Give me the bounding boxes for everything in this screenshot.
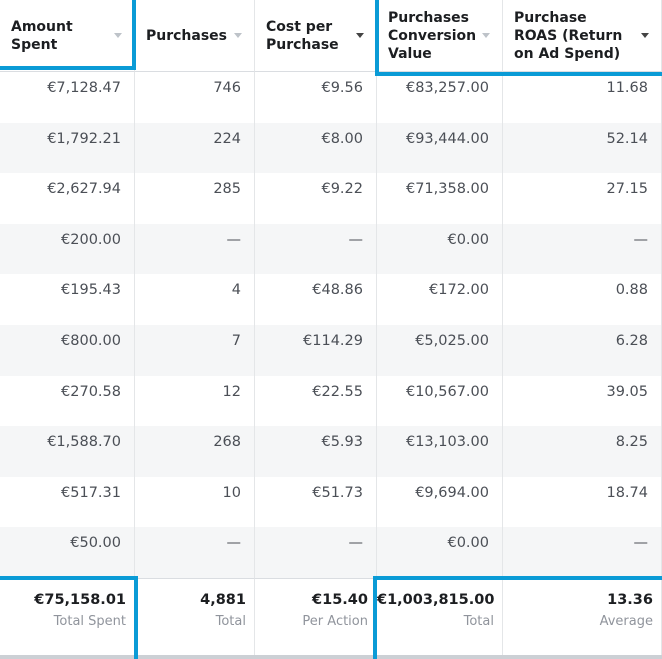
sort-caret bbox=[234, 33, 242, 38]
row-bg bbox=[0, 325, 662, 376]
row-bg bbox=[0, 122, 662, 174]
cell-value: €8.00 bbox=[255, 122, 377, 174]
header-line: Purchase bbox=[514, 9, 587, 26]
cell-value: 4 bbox=[135, 274, 255, 325]
cell-value: — bbox=[135, 527, 255, 578]
header-line: Value bbox=[388, 45, 432, 62]
cell-value: 746 bbox=[135, 72, 255, 123]
cell-value: €517.31 bbox=[0, 476, 135, 528]
cell-value: €13,103.00 bbox=[377, 426, 503, 477]
footer-label: Total bbox=[463, 614, 494, 629]
column-header[interactable]: Cost per Purchase bbox=[255, 0, 377, 72]
cell-value: €9.22 bbox=[255, 173, 377, 224]
row-bg bbox=[0, 274, 662, 325]
sort-caret bbox=[114, 33, 122, 38]
sort-caret bbox=[356, 33, 364, 38]
header-line: Purchase bbox=[266, 36, 339, 53]
row-bg bbox=[0, 72, 662, 123]
cell-value: €22.55 bbox=[255, 375, 377, 427]
footer-cell: €15.40 Per Action bbox=[255, 578, 377, 655]
sort-caret bbox=[641, 33, 649, 38]
footer-label: Total bbox=[215, 614, 246, 629]
cell-value: €0.00 bbox=[377, 527, 503, 578]
cell-value: 10 bbox=[135, 476, 255, 528]
cell-value: €5,025.00 bbox=[377, 325, 503, 376]
cell-value: 268 bbox=[135, 426, 255, 477]
header-line: ROAS (Return bbox=[514, 27, 623, 44]
cell-value: 7 bbox=[135, 325, 255, 376]
cell-value: — bbox=[135, 223, 255, 275]
cell-value: €10,567.00 bbox=[377, 375, 503, 427]
footer-label: Average bbox=[599, 614, 653, 629]
header-line: on Ad Spend) bbox=[514, 45, 621, 62]
column-header[interactable]: Purchases bbox=[135, 0, 255, 72]
header-line: Purchases bbox=[388, 9, 470, 26]
cell-value: €200.00 bbox=[0, 223, 135, 275]
cell-value: €800.00 bbox=[0, 325, 135, 376]
footer-value: 13.36 bbox=[607, 592, 653, 608]
cell-value: 12 bbox=[135, 375, 255, 427]
footer-value: €75,158.01 bbox=[34, 592, 126, 608]
footer-cell: €1,003,815.00 Total bbox=[377, 578, 503, 655]
row-bg bbox=[0, 476, 662, 528]
column-header[interactable]: Purchases Conversion Value bbox=[377, 0, 503, 72]
cell-value: €71,358.00 bbox=[377, 173, 503, 224]
cell-value: €114.29 bbox=[255, 325, 377, 376]
cell-value: €1,588.70 bbox=[0, 426, 135, 477]
scrollbar bbox=[0, 655, 662, 659]
cell-value: €93,444.00 bbox=[377, 122, 503, 174]
cell-value: — bbox=[503, 527, 662, 578]
cell-value: 52.14 bbox=[503, 122, 662, 174]
sort-caret bbox=[482, 33, 490, 38]
header-line: Cost per bbox=[266, 18, 333, 35]
cell-value: 285 bbox=[135, 173, 255, 224]
cell-value: €48.86 bbox=[255, 274, 377, 325]
footer-cell: 13.36 Average bbox=[503, 578, 662, 655]
cell-value: €50.00 bbox=[0, 527, 135, 578]
column-header[interactable]: Amount Spent bbox=[0, 0, 135, 72]
row-bg bbox=[0, 173, 662, 224]
header-line: Spent bbox=[11, 36, 58, 53]
cell-value: €51.73 bbox=[255, 476, 377, 528]
cell-value: — bbox=[255, 527, 377, 578]
cell-value: 27.15 bbox=[503, 173, 662, 224]
cell-value: — bbox=[503, 223, 662, 275]
footer-label: Per Action bbox=[302, 614, 368, 629]
footer-label: Total Spent bbox=[53, 614, 126, 629]
cell-value: — bbox=[255, 223, 377, 275]
cell-value: €195.43 bbox=[0, 274, 135, 325]
cell-value: 18.74 bbox=[503, 476, 662, 528]
cell-value: 224 bbox=[135, 122, 255, 174]
row-bg bbox=[0, 375, 662, 427]
footer-cell: 4,881 Total bbox=[135, 578, 255, 655]
cell-value: €270.58 bbox=[0, 375, 135, 427]
cell-value: €5.93 bbox=[255, 426, 377, 477]
row-bg bbox=[0, 426, 662, 477]
column-header[interactable]: Purchase ROAS (Return on Ad Spend) bbox=[503, 0, 662, 72]
cell-value: €9.56 bbox=[255, 72, 377, 123]
cell-value: €0.00 bbox=[377, 223, 503, 275]
cell-value: €9,694.00 bbox=[377, 476, 503, 528]
footer-value: €15.40 bbox=[312, 592, 368, 608]
cell-value: 8.25 bbox=[503, 426, 662, 477]
footer-value: €1,003,815.00 bbox=[377, 592, 495, 608]
cell-value: €2,627.94 bbox=[0, 173, 135, 224]
cell-value: 6.28 bbox=[503, 325, 662, 376]
cell-value: €7,128.47 bbox=[0, 72, 135, 123]
footer-cell: €75,158.01 Total Spent bbox=[0, 578, 135, 655]
row-bg bbox=[0, 527, 662, 578]
cell-value: €83,257.00 bbox=[377, 72, 503, 123]
row-bg bbox=[0, 223, 662, 275]
header-line: Amount bbox=[11, 18, 73, 35]
footer-value: 4,881 bbox=[200, 592, 246, 608]
cell-value: 0.88 bbox=[503, 274, 662, 325]
header-line: Purchases bbox=[146, 27, 228, 44]
cell-value: €1,792.21 bbox=[0, 122, 135, 174]
cell-value: €172.00 bbox=[377, 274, 503, 325]
cell-value: 11.68 bbox=[503, 72, 662, 123]
cell-value: 39.05 bbox=[503, 375, 662, 427]
header-line: Conversion bbox=[388, 27, 477, 44]
